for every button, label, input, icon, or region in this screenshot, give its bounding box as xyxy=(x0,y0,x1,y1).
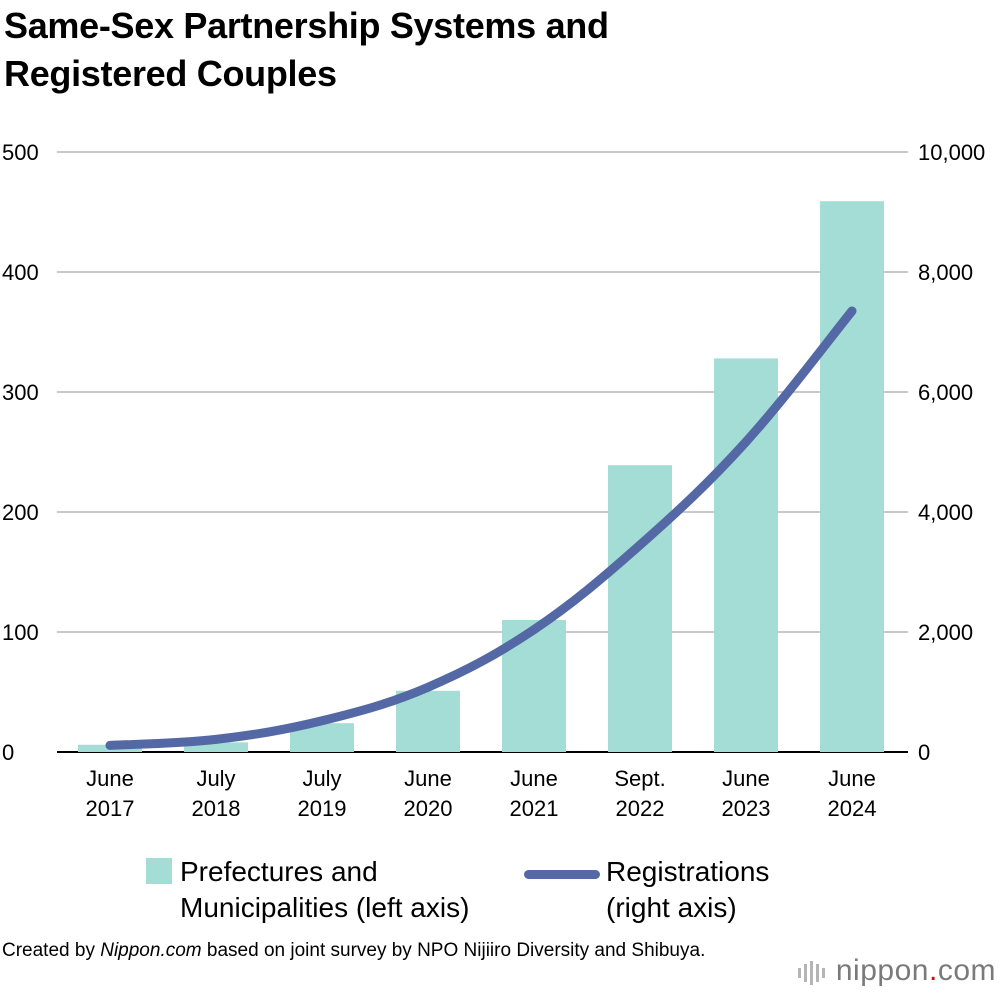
bar xyxy=(820,201,884,752)
source-note: Created by Nippon.com based on joint sur… xyxy=(2,938,742,964)
right-axis-tick-label: 10,000 xyxy=(918,140,985,165)
legend-bar-label: Prefectures and Municipalities (left axi… xyxy=(180,854,526,926)
x-axis-tick-label: June xyxy=(722,766,770,791)
x-axis-tick-label: June xyxy=(828,766,876,791)
logo-bars-icon xyxy=(797,955,828,989)
source-site: Nippon.com xyxy=(100,940,202,961)
left-axis-tick-label: 500 xyxy=(2,140,39,165)
legend-bar-label-line-2: Municipalities (left axis) xyxy=(180,892,470,923)
x-axis-tick-label: Sept. xyxy=(614,766,665,791)
right-axis-ticks: 0 2,000 4,000 6,000 8,000 10,000 xyxy=(918,140,985,765)
bar xyxy=(396,690,460,752)
x-axis-tick-label: 2020 xyxy=(404,796,453,821)
x-axis-tick-label: July xyxy=(196,766,235,791)
x-axis-tick-label: 2021 xyxy=(510,796,559,821)
x-axis-tick-label: 2017 xyxy=(86,796,135,821)
registrations-line-group xyxy=(105,306,857,750)
left-axis-tick-label: 200 xyxy=(2,500,39,525)
x-axis-tick-label: June xyxy=(510,766,558,791)
left-axis-tick-label: 100 xyxy=(2,620,39,645)
left-axis-tick-label: 400 xyxy=(2,260,39,285)
right-axis-tick-label: 2,000 xyxy=(918,620,973,645)
bar xyxy=(184,742,248,752)
left-axis-ticks: 0 100 200 300 400 500 xyxy=(2,140,39,765)
bars xyxy=(78,201,884,752)
chart-title: Same-Sex Partnership Systems and Registe… xyxy=(4,2,904,98)
left-axis-tick-label: 0 xyxy=(2,740,14,765)
logo-text-end: com xyxy=(937,954,996,987)
logo-text-dot: . xyxy=(928,954,938,987)
legend-bar-swatch xyxy=(146,858,172,884)
x-axis-tick-label: 2024 xyxy=(828,796,877,821)
legend-line-label: Registrations (right axis) xyxy=(606,854,824,926)
source-prefix: Created by xyxy=(2,940,101,961)
x-axis-tick-label: 2023 xyxy=(722,796,771,821)
right-axis-tick-label: 8,000 xyxy=(918,260,973,285)
left-axis-tick-label: 300 xyxy=(2,380,39,405)
legend-line-label-line-2: (right axis) xyxy=(606,892,737,923)
x-axis-tick-label: 2022 xyxy=(616,796,665,821)
right-axis-tick-label: 0 xyxy=(918,740,930,765)
legend-line: Registrations (right axis) xyxy=(524,854,824,926)
right-axis-tick-label: 6,000 xyxy=(918,380,973,405)
right-axis-tick-label: 4,000 xyxy=(918,500,973,525)
bar xyxy=(608,465,672,752)
x-axis-ticks: June 2017 July 2018 July 2019 June 2020 June 2021… xyxy=(86,766,877,821)
x-axis-tick-label: June xyxy=(404,766,452,791)
source-suffix: based on joint survey by NPO Nijiiro Div… xyxy=(201,940,706,961)
chart-title-line-2: Registered Couples xyxy=(4,53,337,94)
x-axis-tick-label: June xyxy=(86,766,134,791)
x-axis-tick-label: 2018 xyxy=(192,796,241,821)
x-axis-tick-label: July xyxy=(302,766,341,791)
legend-line-swatch xyxy=(524,870,600,879)
legend-line-label-line-1: Registrations xyxy=(606,856,770,887)
legend-bar: Prefectures and Municipalities (left axi… xyxy=(146,854,526,926)
logo-text-main: nippon xyxy=(835,954,929,987)
registrations-line xyxy=(105,306,857,750)
chart-title-line-1: Same-Sex Partnership Systems and xyxy=(4,5,609,46)
x-axis-tick-label: 2019 xyxy=(298,796,347,821)
legend-bar-label-line-1: Prefectures and xyxy=(180,856,378,887)
nippon-logo: nippon.com xyxy=(797,954,996,989)
